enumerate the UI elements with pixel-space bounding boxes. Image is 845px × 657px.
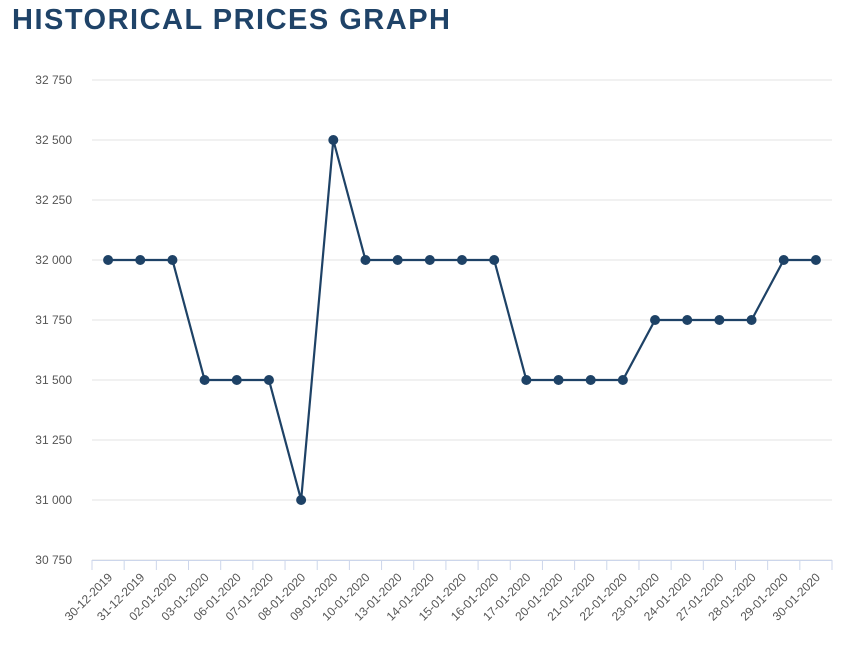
data-point [521,375,532,385]
data-point [810,255,821,265]
y-tick-label: 32 750 [35,73,72,87]
chart-title: HISTORICAL PRICES GRAPH [12,4,451,36]
data-point [585,375,596,385]
data-point [360,255,371,265]
data-point [167,255,178,265]
data-point [135,255,146,265]
y-tick-label: 31 750 [35,313,72,327]
data-point [392,255,403,265]
data-point [714,315,725,325]
y-tick-label: 32 000 [35,253,72,267]
data-point [424,255,435,265]
y-tick-label: 32 250 [35,193,72,207]
y-tick-label: 31 250 [35,433,72,447]
data-point [199,375,210,385]
y-tick-label: 31 500 [35,373,72,387]
data-point [617,375,628,385]
data-point [231,375,242,385]
data-point [778,255,789,265]
y-tick-label: 30 750 [35,553,72,567]
y-tick-label: 31 000 [35,493,72,507]
data-point [682,315,693,325]
data-point [103,255,114,265]
data-point [650,315,661,325]
data-point [296,495,307,505]
y-tick-label: 32 500 [35,133,72,147]
data-point [457,255,467,265]
data-point [328,135,339,145]
data-point [553,375,564,385]
data-point [746,315,757,325]
data-point [489,255,500,265]
data-point [263,375,274,385]
